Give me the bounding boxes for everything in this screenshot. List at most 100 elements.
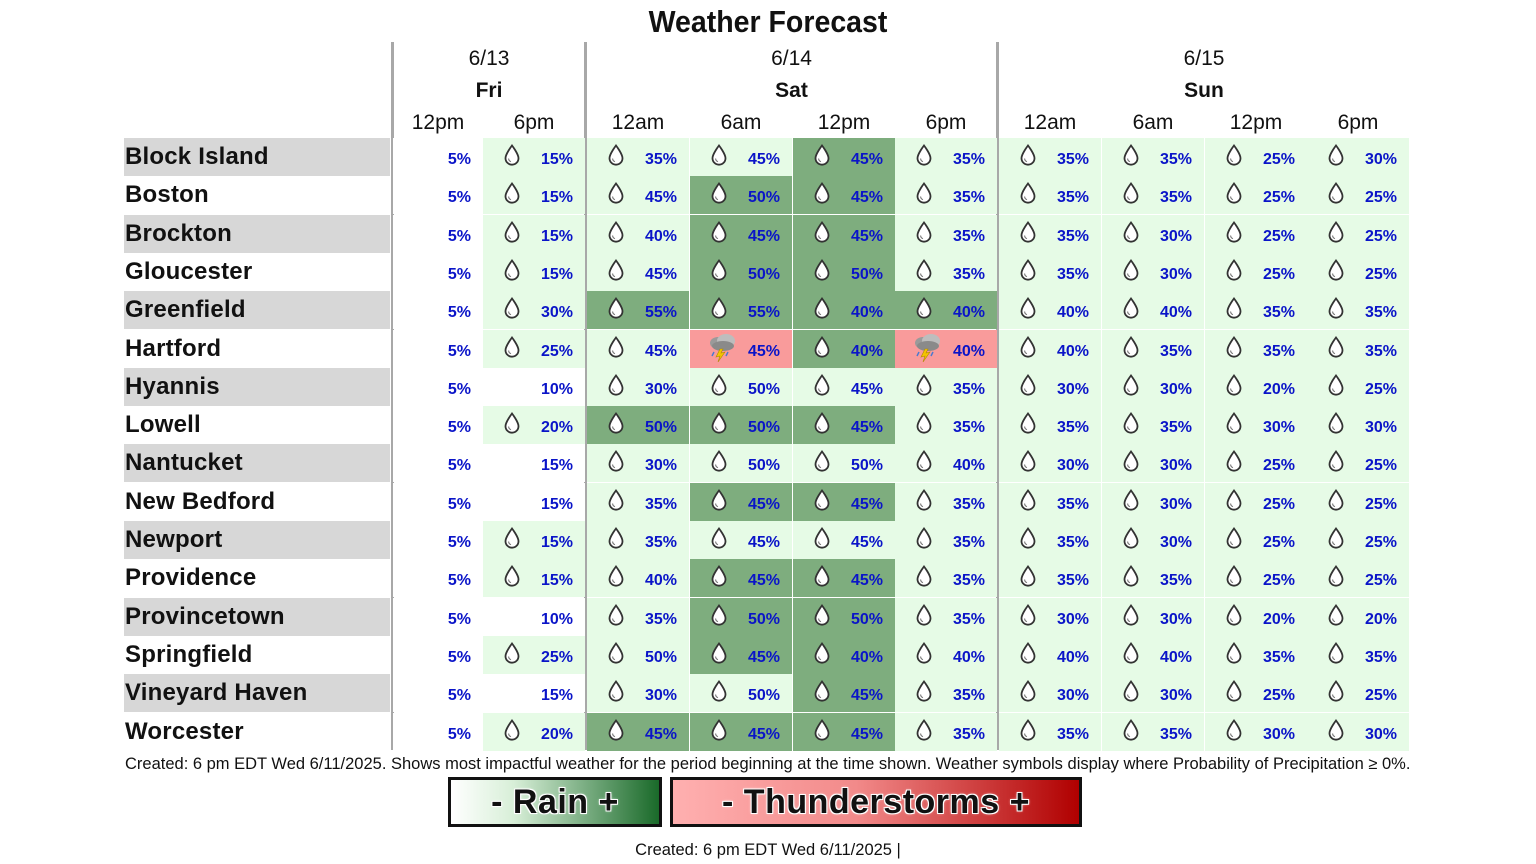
raindrop-icon (1225, 527, 1243, 549)
raindrop-icon (1327, 527, 1345, 549)
forecast-cell: 40% (1102, 635, 1204, 674)
raindrop-icon (607, 258, 625, 281)
precip-percent: 5% (447, 151, 471, 168)
precip-percent: 45% (747, 342, 780, 360)
precip-percent: 5% (447, 725, 471, 743)
forecast-cell: 5% (393, 291, 483, 330)
raindrop-icon (1122, 603, 1140, 626)
thunderstorm-icon (706, 332, 740, 362)
forecast-cell: 45% (587, 176, 689, 215)
precip-percent: 25% (1364, 457, 1397, 475)
precip-percent: 35% (952, 265, 985, 283)
precip-percent: 35% (1159, 419, 1192, 437)
precip-percent: 35% (952, 610, 985, 628)
raindrop-icon (607, 488, 625, 511)
raindrop-icon (915, 680, 933, 702)
forecast-cell: 5% (393, 674, 483, 713)
forecast-cell: 45% (587, 329, 689, 368)
forecast-cell: 35% (999, 138, 1101, 176)
precip-percent: 35% (952, 572, 985, 590)
raindrop-icon (915, 182, 933, 204)
raindrop-icon (1122, 373, 1140, 396)
raindrop-icon (607, 220, 625, 243)
forecast-cell: 40% (999, 291, 1101, 330)
forecast-cell: 25% (1205, 444, 1307, 483)
precip-percent: 50% (644, 419, 677, 437)
precip-percent: 45% (850, 380, 883, 398)
forecast-cell: 35% (1102, 559, 1204, 598)
forecast-cell: 5% (393, 444, 483, 483)
forecast-cell: 25% (1205, 138, 1307, 176)
forecast-cell: 45% (690, 559, 792, 598)
location-name: Gloucester (125, 257, 253, 285)
raindrop-icon (503, 258, 521, 281)
raindrop-icon (1327, 144, 1345, 166)
precip-percent: 45% (644, 189, 677, 207)
forecast-cell: 40% (999, 329, 1101, 368)
footnote: Created: 6 pm EDT Wed 6/11/2025. Shows m… (125, 755, 1411, 773)
forecast-cell: 40% (793, 329, 895, 368)
raindrop-icon (710, 488, 728, 511)
precip-percent: 5% (447, 265, 471, 283)
forecast-cell: 15% (483, 559, 585, 598)
precip-percent: 5% (447, 572, 471, 590)
raindrop-icon (503, 641, 521, 664)
precip-percent: 35% (952, 495, 985, 513)
forecast-cell: 5% (393, 482, 483, 521)
raindrop-icon (1122, 258, 1140, 281)
precip-percent: 5% (447, 534, 471, 551)
location-name: Nantucket (125, 449, 243, 477)
forecast-cell: 25% (1307, 176, 1409, 215)
raindrop-icon (710, 718, 728, 741)
raindrop-icon (1225, 680, 1243, 702)
forecast-cell: 15% (483, 482, 585, 521)
forecast-cell: 30% (1102, 444, 1204, 483)
forecast-cell: 45% (690, 521, 792, 559)
precip-percent: 30% (1159, 610, 1192, 628)
forecast-cell: 30% (1307, 138, 1409, 176)
precip-percent: 30% (1159, 457, 1192, 475)
forecast-cell: 40% (999, 635, 1101, 674)
precip-percent: 25% (1364, 380, 1397, 398)
forecast-cell: 45% (793, 712, 895, 751)
raindrop-icon (1327, 603, 1345, 626)
period-header: 6pm (1337, 111, 1379, 134)
forecast-cell: 25% (1205, 176, 1307, 215)
precip-percent: 25% (1364, 495, 1397, 513)
day-name-sun: Sun (1184, 79, 1224, 102)
forecast-cell: 50% (690, 176, 792, 215)
forecast-cell: 45% (587, 252, 689, 291)
precip-percent: 35% (1159, 151, 1192, 168)
precip-percent: 25% (1262, 495, 1295, 513)
precip-percent: 35% (952, 189, 985, 207)
precip-percent: 30% (1159, 227, 1192, 245)
raindrop-icon (503, 182, 521, 204)
forecast-cell: 50% (690, 674, 792, 713)
precip-percent: 35% (1056, 227, 1089, 245)
created-stamp: Created: 6 pm EDT Wed 6/11/2025 | (635, 841, 901, 859)
forecast-cell: 35% (1307, 329, 1409, 368)
raindrop-icon (1019, 412, 1037, 434)
forecast-cell: 50% (587, 406, 689, 445)
precip-percent: 30% (1056, 610, 1089, 628)
raindrop-icon (503, 412, 521, 434)
forecast-cell: 35% (587, 597, 689, 636)
forecast-cell: 30% (999, 674, 1101, 713)
precip-percent: 35% (952, 687, 985, 705)
raindrop-icon (1122, 565, 1140, 587)
forecast-cell: 40% (895, 635, 997, 674)
raindrop-icon (915, 450, 933, 472)
row-label-band (124, 521, 390, 559)
precip-percent: 35% (1056, 725, 1089, 743)
forecast-cell: 5% (393, 138, 483, 176)
raindrop-icon (915, 373, 933, 396)
raindrop-icon (607, 450, 625, 472)
raindrop-icon (607, 412, 625, 434)
precip-percent: 35% (644, 534, 677, 551)
location-name: Providence (125, 564, 257, 592)
raindrop-icon (1225, 450, 1243, 472)
forecast-cell: 15% (483, 176, 585, 215)
precip-percent: 45% (747, 534, 780, 551)
precip-percent: 15% (540, 265, 573, 283)
raindrop-icon (813, 220, 831, 243)
